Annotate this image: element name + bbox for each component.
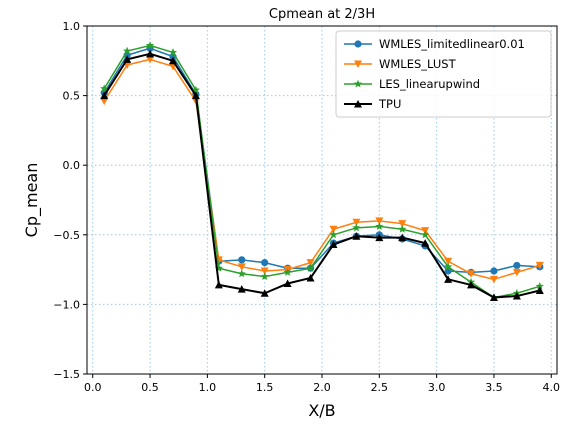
series-line [103, 52, 541, 299]
series-LES_linearupwind [100, 41, 544, 301]
data-point [535, 261, 544, 270]
x-tick-label: 2.0 [313, 381, 331, 394]
data-point [352, 232, 361, 240]
legend-box [335, 30, 552, 118]
chart-title: Cpmean at 2/3H [269, 7, 375, 22]
data-point [490, 267, 498, 275]
data-point [237, 269, 246, 278]
x-tick-label: 2.5 [371, 381, 389, 394]
data-point [214, 280, 223, 289]
y-tick-label: −0.5 [53, 229, 80, 242]
x-tick-label: 1.5 [256, 381, 274, 394]
x-tick-label: 0.0 [84, 381, 102, 394]
y-tick-label: 0.5 [63, 90, 81, 103]
data-point [398, 224, 407, 233]
legend-label: TPU [378, 97, 401, 111]
data-point [191, 91, 200, 100]
data-point [444, 257, 453, 266]
data-point [535, 286, 544, 294]
data-point [146, 49, 155, 58]
y-axis-title: Cp_mean [22, 163, 42, 238]
axis-ticks: 0.0 0.5 1.0 1.5 2.0 2.5 3.0 3.5 4.0 −1.5 −1.0 −0.5 0… [53, 20, 560, 394]
data-point [512, 292, 521, 300]
data-point [100, 84, 109, 93]
data-point [237, 285, 246, 293]
y-tick-label: 1.0 [63, 20, 81, 33]
series-WMLES_LUST [100, 55, 544, 284]
x-tick-label: 3.5 [485, 381, 503, 394]
data-point [260, 272, 269, 281]
data-point [513, 261, 521, 270]
data-point [191, 85, 200, 94]
data-point [168, 48, 178, 56]
data-point [238, 256, 246, 264]
data-point [398, 233, 407, 242]
legend-label: LES_linearupwind [379, 77, 480, 91]
x-tick-label: 0.5 [141, 381, 159, 394]
series-line [103, 58, 541, 281]
legend-item: TPU [344, 97, 401, 111]
data-point [512, 268, 521, 277]
legend-label: WMLES_LUST [379, 57, 457, 71]
data-point [260, 289, 269, 297]
data-point [100, 97, 109, 106]
data-point [467, 270, 476, 278]
data-point [123, 46, 132, 55]
data-point [329, 230, 338, 239]
series-layer [100, 41, 544, 301]
legend-item: WMLES_LUST [344, 57, 457, 71]
data-point [283, 279, 292, 288]
data-point [306, 259, 315, 267]
data-point [168, 56, 177, 65]
data-point [352, 218, 361, 227]
data-point [375, 222, 384, 230]
data-point [237, 263, 246, 271]
data-point [306, 273, 315, 282]
x-tick-label: 4.0 [543, 381, 561, 394]
data-point [421, 230, 430, 239]
x-tick-label: 3.0 [428, 381, 446, 394]
legend-label: WMLES_limitedlinear0.01 [379, 37, 525, 51]
data-point [398, 220, 407, 228]
data-point [467, 280, 476, 289]
legend-marker [354, 100, 362, 108]
data-point [123, 55, 132, 63]
legend-item: LES_linearupwind [344, 77, 480, 91]
data-point [421, 239, 430, 247]
data-point [146, 55, 155, 64]
series-TPU [100, 49, 544, 301]
data-point [306, 263, 315, 272]
legend-marker [354, 40, 362, 48]
data-point [329, 225, 338, 234]
legend-item: WMLES_limitedlinear0.01 [344, 37, 525, 51]
data-point [145, 41, 155, 49]
y-tick-label: −1.0 [53, 298, 80, 311]
y-tick-label: −1.5 [53, 368, 80, 381]
data-point [535, 282, 544, 290]
data-point [329, 240, 338, 249]
legend-marker [354, 60, 362, 68]
data-point [283, 268, 292, 276]
data-point [444, 275, 453, 283]
data-point [489, 275, 498, 284]
series-line [103, 44, 541, 299]
legend-marker [353, 79, 363, 88]
data-point [375, 233, 384, 242]
legend: WMLES_limitedlinear0.01 WMLES_LUST LES_lin… [335, 30, 552, 118]
x-axis-title: X/B [308, 401, 335, 420]
y-tick-label: 0.0 [63, 159, 81, 172]
data-point [444, 262, 453, 271]
data-point [260, 267, 269, 275]
x-tick-label: 1.0 [199, 381, 217, 394]
data-point [261, 259, 269, 267]
data-point [375, 217, 384, 225]
data-point [352, 223, 361, 232]
data-point [489, 293, 498, 301]
data-point [100, 91, 109, 100]
